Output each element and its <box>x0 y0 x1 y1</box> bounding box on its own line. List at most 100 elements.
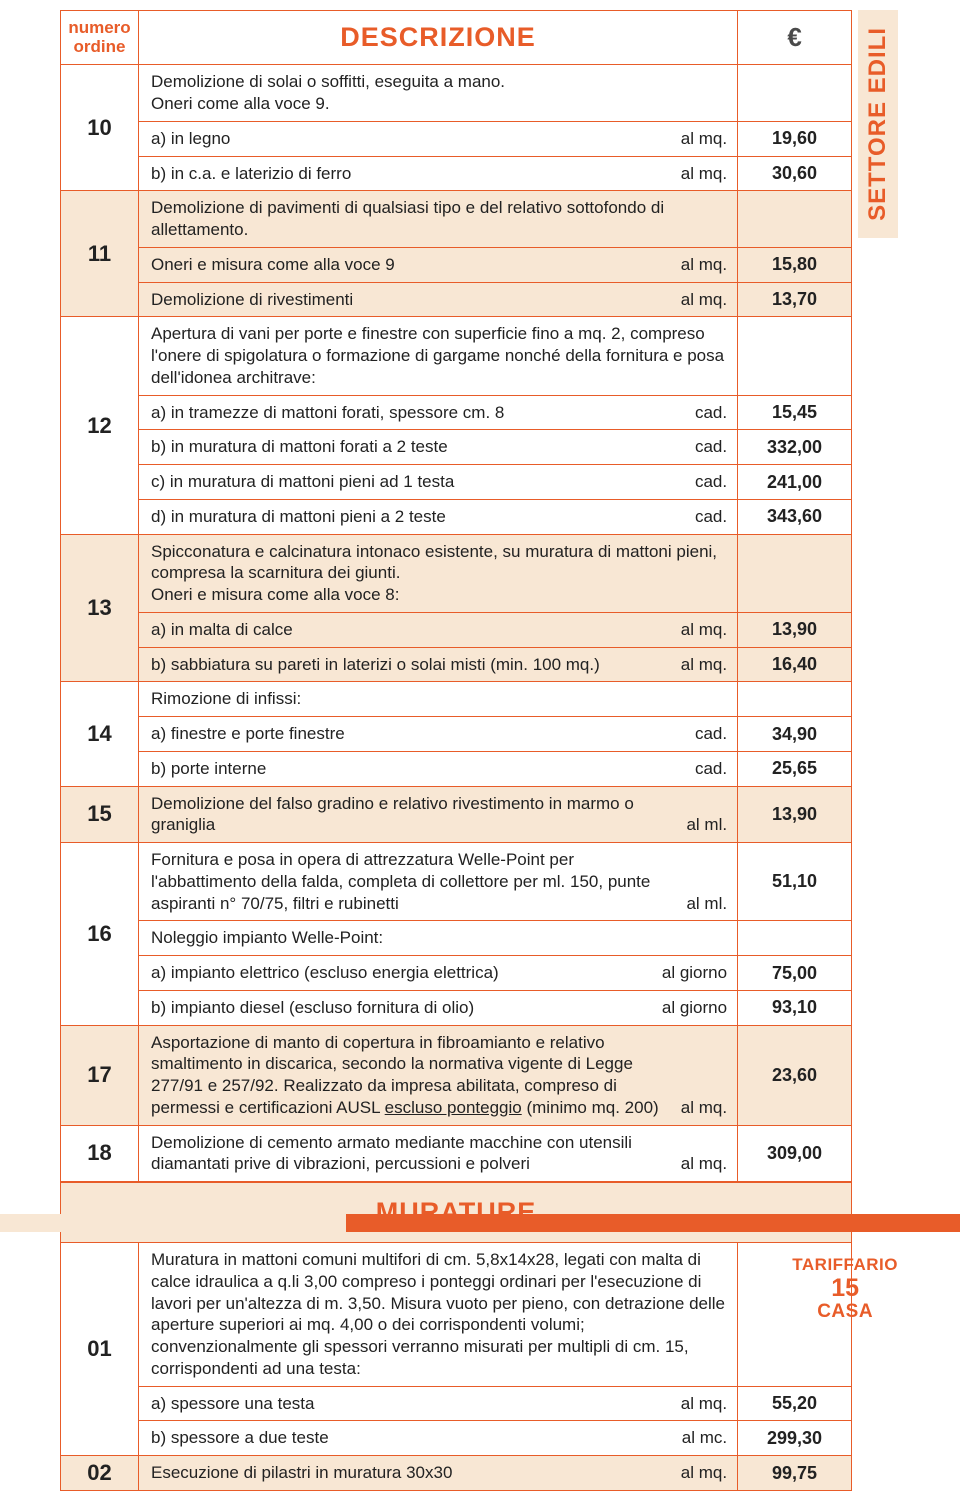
tariff-table: numero ordine DESCRIZIONE € 10Demolizion… <box>60 10 852 1491</box>
table-row: Demolizione di rivestimential mq.13,70 <box>61 282 852 317</box>
table-row: b) in c.a. e laterizio di ferroal mq.30,… <box>61 156 852 191</box>
ord-cell: 12 <box>61 317 139 534</box>
footer-stripe-orange <box>346 1214 960 1232</box>
header-descrizione: DESCRIZIONE <box>138 11 737 65</box>
price-cell: 16,40 <box>738 647 852 682</box>
table-row: a) in malta di calceal mq.13,90 <box>61 612 852 647</box>
table-row: 14Rimozione di infissi: <box>61 682 852 717</box>
desc-cell: Demolizione del falso gradino e relativo… <box>138 786 737 843</box>
price-cell: 51,10 <box>738 843 852 921</box>
price-cell <box>738 65 852 122</box>
price-cell: 15,45 <box>738 395 852 430</box>
table-row: d) in muratura di mattoni pieni a 2 test… <box>61 499 852 534</box>
ord-cell: 11 <box>61 191 139 317</box>
price-cell <box>738 317 852 395</box>
table-row: 11Demolizione di pavimenti di qualsiasi … <box>61 191 852 248</box>
price-cell: 19,60 <box>738 121 852 156</box>
price-cell: 13,90 <box>738 786 852 843</box>
table-row: b) sabbiatura su pareti in laterizi o so… <box>61 647 852 682</box>
desc-cell: Asportazione di manto di copertura in fi… <box>138 1025 737 1125</box>
price-cell: 55,20 <box>738 1386 852 1421</box>
table-row: 12Apertura di vani per porte e finestre … <box>61 317 852 395</box>
section-header: MURATURE <box>61 1182 852 1243</box>
table-row: b) impianto diesel (escluso fornitura di… <box>61 990 852 1025</box>
price-cell: 241,00 <box>738 465 852 500</box>
desc-cell: Demolizione di cemento armato mediante m… <box>138 1125 737 1182</box>
price-cell: 13,70 <box>738 282 852 317</box>
footer-line2: CASA <box>792 1302 898 1323</box>
footer-text: TARIFFARIO 15 CASA <box>792 1256 898 1323</box>
desc-cell: Demolizione di solai o soffitti, eseguit… <box>138 65 737 122</box>
price-cell: 299,30 <box>738 1421 852 1456</box>
price-cell <box>738 534 852 612</box>
ord-cell: 02 <box>61 1456 139 1491</box>
table-row: Noleggio impianto Welle-Point: <box>61 921 852 956</box>
table-row: b) in muratura di mattoni forati a 2 tes… <box>61 430 852 465</box>
table-row: 13Spicconatura e calcinatura intonaco es… <box>61 534 852 612</box>
table-row: 01Muratura in mattoni comuni multifori d… <box>61 1243 852 1387</box>
price-cell: 23,60 <box>738 1025 852 1125</box>
price-cell: 343,60 <box>738 499 852 534</box>
price-cell: 75,00 <box>738 956 852 991</box>
price-cell: 15,80 <box>738 247 852 282</box>
table-row: 15Demolizione del falso gradino e relati… <box>61 786 852 843</box>
table-row: b) porte internecad.25,65 <box>61 751 852 786</box>
price-cell: 93,10 <box>738 990 852 1025</box>
table-row: c) in muratura di mattoni pieni ad 1 tes… <box>61 465 852 500</box>
table-row: a) finestre e porte finestrecad.34,90 <box>61 717 852 752</box>
price-cell: 30,60 <box>738 156 852 191</box>
ord-cell: 15 <box>61 786 139 843</box>
footer-line1: TARIFFARIO <box>792 1256 898 1275</box>
table-row: Oneri e misura come alla voce 9al mq.15,… <box>61 247 852 282</box>
desc-cell: Noleggio impianto Welle-Point: <box>138 921 737 956</box>
desc-cell: a) finestre e porte finestrecad. <box>138 717 737 752</box>
desc-cell: d) in muratura di mattoni pieni a 2 test… <box>138 499 737 534</box>
table-row: 16Fornitura e posa in opera di attrezzat… <box>61 843 852 921</box>
footer-stripe-light <box>0 1214 346 1232</box>
price-cell: 25,65 <box>738 751 852 786</box>
desc-cell: b) spessore a due testeal mc. <box>138 1421 737 1456</box>
desc-cell: c) in muratura di mattoni pieni ad 1 tes… <box>138 465 737 500</box>
desc-cell: a) in malta di calceal mq. <box>138 612 737 647</box>
ord-cell: 13 <box>61 534 139 682</box>
desc-cell: Oneri e misura come alla voce 9al mq. <box>138 247 737 282</box>
table-header-row: numero ordine DESCRIZIONE € <box>61 11 852 65</box>
price-cell: 309,00 <box>738 1125 852 1182</box>
desc-cell: Rimozione di infissi: <box>138 682 737 717</box>
desc-cell: Esecuzione di pilastri in muratura 30x30… <box>138 1456 737 1491</box>
price-cell: 34,90 <box>738 717 852 752</box>
header-price: € <box>738 11 852 65</box>
desc-cell: b) in muratura di mattoni forati a 2 tes… <box>138 430 737 465</box>
table-row: 02Esecuzione di pilastri in muratura 30x… <box>61 1456 852 1491</box>
table-row: b) spessore a due testeal mc.299,30 <box>61 1421 852 1456</box>
price-cell: 13,90 <box>738 612 852 647</box>
price-cell: 99,75 <box>738 1456 852 1491</box>
price-cell: 332,00 <box>738 430 852 465</box>
table-row: a) in legnoal mq.19,60 <box>61 121 852 156</box>
page: SETTORE EDILI numero ordine DESCRIZIONE … <box>0 0 960 1491</box>
desc-cell: Demolizione di rivestimential mq. <box>138 282 737 317</box>
price-cell <box>738 921 852 956</box>
header-ordine: numero ordine <box>61 11 139 65</box>
desc-cell: Apertura di vani per porte e finestre co… <box>138 317 737 395</box>
ord-cell: 01 <box>61 1243 139 1456</box>
price-cell <box>738 682 852 717</box>
ord-cell: 10 <box>61 65 139 191</box>
ord-cell: 18 <box>61 1125 139 1182</box>
section-header-row: MURATURE <box>61 1182 852 1243</box>
desc-cell: Fornitura e posa in opera di attrezzatur… <box>138 843 737 921</box>
desc-cell: b) in c.a. e laterizio di ferroal mq. <box>138 156 737 191</box>
footer-band <box>0 1214 960 1232</box>
desc-cell: b) porte internecad. <box>138 751 737 786</box>
table-row: a) impianto elettrico (escluso energia e… <box>61 956 852 991</box>
footer-page: 15 <box>792 1275 898 1303</box>
price-cell <box>738 191 852 248</box>
table-row: 10Demolizione di solai o soffitti, esegu… <box>61 65 852 122</box>
desc-cell: a) in tramezze di mattoni forati, spesso… <box>138 395 737 430</box>
ord-cell: 17 <box>61 1025 139 1125</box>
side-tab: SETTORE EDILI <box>858 10 898 238</box>
side-tab-label: SETTORE EDILI <box>864 27 892 221</box>
table-row: 17Asportazione di manto di copertura in … <box>61 1025 852 1125</box>
desc-cell: a) in legnoal mq. <box>138 121 737 156</box>
table-row: a) in tramezze di mattoni forati, spesso… <box>61 395 852 430</box>
